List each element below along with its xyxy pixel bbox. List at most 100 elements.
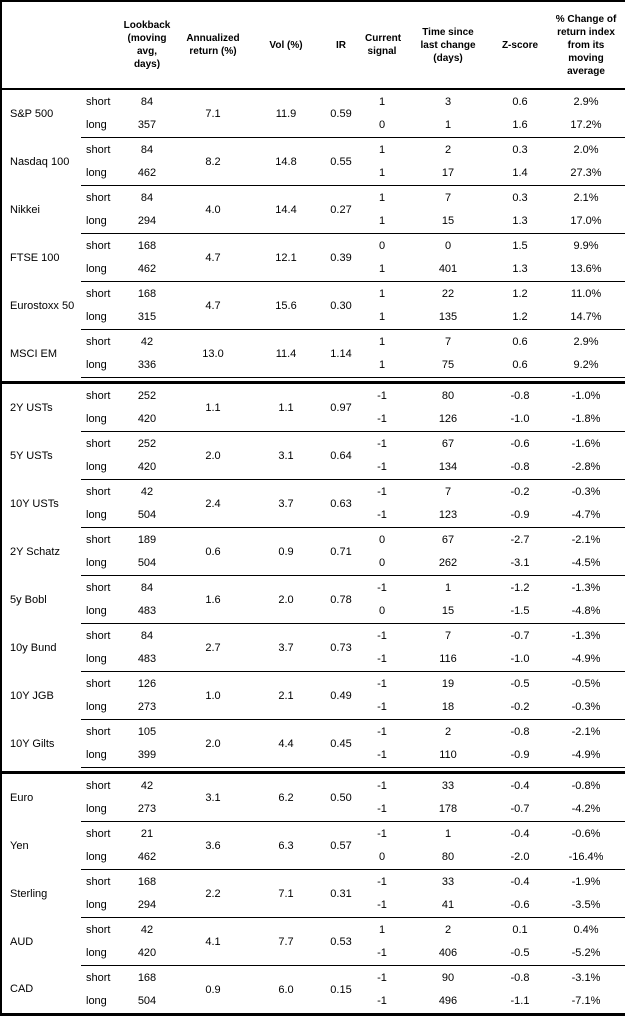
current-signal-cell: -1 bbox=[377, 779, 387, 792]
asset-name-cell: S&P 500 bbox=[10, 107, 54, 120]
pct-change-cell: -2.1% bbox=[571, 533, 601, 546]
current-signal-cell: -1 bbox=[361, 503, 403, 528]
current-signal-cell: 1 bbox=[361, 353, 403, 378]
asset-row-short: S&P 500 short 84 7.1 11.9 0.59 1 3 0.6 2.9% bbox=[1, 89, 625, 138]
asset-name-cell: Euro bbox=[10, 791, 34, 804]
leg-label-cell: short bbox=[86, 971, 111, 984]
ir-cell: 0.27 bbox=[321, 185, 361, 234]
asset-name-cell: Sterling bbox=[10, 887, 48, 900]
vol-cell: 15.6 bbox=[251, 281, 321, 330]
header-row: Lookback (moving avg, days) Annualized r… bbox=[1, 1, 625, 90]
ir-cell: 0.15 bbox=[321, 965, 361, 1015]
col-header-asset bbox=[1, 1, 81, 90]
lookback-cell: 420 bbox=[119, 407, 175, 432]
asset-row-long: long 336 1 75 0.6 9.2% bbox=[1, 353, 625, 378]
current-signal-cell: -1 bbox=[361, 797, 403, 822]
pct-change-cell: -0.3% bbox=[547, 695, 625, 720]
leg-label-cell: short bbox=[86, 95, 111, 108]
lookback-cell: 84 bbox=[140, 629, 154, 642]
current-signal-cell: 1 bbox=[378, 335, 386, 348]
pct-change-cell: 2.1% bbox=[573, 191, 599, 204]
lookback-cell: 462 bbox=[119, 845, 175, 870]
asset-row-long: long 399 -1 110 -0.9 -4.9% bbox=[1, 743, 625, 768]
time-since-cell: 126 bbox=[403, 407, 493, 432]
ir-cell: 0.97 bbox=[321, 382, 361, 432]
current-signal-cell: 0 bbox=[361, 113, 403, 138]
leg-label-cell: long bbox=[81, 209, 119, 234]
leg-label-cell: long bbox=[81, 647, 119, 672]
time-since-cell: 1 bbox=[403, 113, 493, 138]
asset-row-long: long 294 1 15 1.3 17.0% bbox=[1, 209, 625, 234]
pct-change-cell: 9.9% bbox=[573, 239, 599, 252]
pct-change-cell: -7.1% bbox=[547, 989, 625, 1015]
annualized-return-cell: 3.6 bbox=[175, 821, 251, 870]
time-since-cell: 22 bbox=[441, 287, 455, 300]
pct-change-cell: -4.2% bbox=[547, 797, 625, 822]
pct-change-cell: -3.1% bbox=[571, 971, 601, 984]
ir-cell: 0.71 bbox=[321, 527, 361, 576]
leg-label-cell: short bbox=[86, 677, 111, 690]
asset-row-short: AUD short 42 4.1 7.7 0.53 1 2 0.1 0.4% bbox=[1, 917, 625, 966]
section-divider bbox=[1, 767, 625, 774]
lookback-cell: 420 bbox=[119, 455, 175, 480]
current-signal-cell: 0 bbox=[361, 599, 403, 624]
pct-change-cell: 14.7% bbox=[547, 305, 625, 330]
time-since-cell: 7 bbox=[444, 191, 452, 204]
pct-change-cell: -0.5% bbox=[571, 677, 601, 690]
leg-label-cell: short bbox=[86, 389, 111, 402]
pct-change-cell: 2.0% bbox=[573, 143, 599, 156]
section-divider bbox=[1, 377, 625, 384]
asset-row-long: long 462 1 17 1.4 27.3% bbox=[1, 161, 625, 186]
leg-label-cell: long bbox=[81, 941, 119, 966]
vol-cell: 6.3 bbox=[251, 821, 321, 870]
leg-label-cell: short bbox=[86, 725, 111, 738]
lookback-cell: 168 bbox=[137, 239, 157, 252]
asset-row-long: long 483 -1 116 -1.0 -4.9% bbox=[1, 647, 625, 672]
lookback-cell: 84 bbox=[140, 581, 154, 594]
leg-label-cell: long bbox=[81, 455, 119, 480]
asset-row-short: 5Y USTs short 252 2.0 3.1 0.64 -1 67 -0.6 -1.6% bbox=[1, 431, 625, 480]
pct-change-cell: 27.3% bbox=[547, 161, 625, 186]
leg-label-cell: short bbox=[86, 875, 111, 888]
col-header-lookback: Lookback (moving avg, days) bbox=[119, 1, 175, 90]
ir-cell: 0.30 bbox=[321, 281, 361, 330]
leg-label-cell: short bbox=[86, 533, 111, 546]
leg-label-cell: long bbox=[81, 503, 119, 528]
time-since-cell: 67 bbox=[441, 437, 455, 450]
lookback-cell: 84 bbox=[140, 191, 154, 204]
asset-row-short: CAD short 168 0.9 6.0 0.15 -1 90 -0.8 -3.1% bbox=[1, 965, 625, 1015]
current-signal-cell: -1 bbox=[377, 629, 387, 642]
col-header-time-since: Time since last change (days) bbox=[403, 1, 493, 90]
lookback-cell: 42 bbox=[140, 779, 154, 792]
lookback-cell: 294 bbox=[119, 209, 175, 234]
asset-row-long: long 357 0 1 1.6 17.2% bbox=[1, 113, 625, 138]
lookback-cell: 483 bbox=[119, 647, 175, 672]
current-signal-cell: 0 bbox=[378, 533, 386, 546]
pct-change-cell: 9.2% bbox=[547, 353, 625, 378]
asset-name-cell: Yen bbox=[10, 839, 29, 852]
pct-change-cell: -3.5% bbox=[547, 893, 625, 918]
lookback-cell: 504 bbox=[119, 503, 175, 528]
current-signal-cell: 0 bbox=[361, 845, 403, 870]
section-divider-line bbox=[1, 767, 625, 774]
ir-cell: 0.50 bbox=[321, 772, 361, 822]
z-score-cell: -1.2 bbox=[510, 581, 530, 594]
asset-name-cell: 10Y Gilts bbox=[10, 737, 55, 750]
leg-label-cell: long bbox=[81, 407, 119, 432]
time-since-cell: 41 bbox=[403, 893, 493, 918]
asset-row-short: Nikkei short 84 4.0 14.4 0.27 1 7 0.3 2.1% bbox=[1, 185, 625, 234]
asset-row-short: 10y Bund short 84 2.7 3.7 0.73 -1 7 -0.7 -1.3% bbox=[1, 623, 625, 672]
z-score-cell: -0.8 bbox=[510, 725, 530, 738]
annualized-return-cell: 2.4 bbox=[175, 479, 251, 528]
time-since-cell: 67 bbox=[441, 533, 455, 546]
asset-row-short: 10Y JGB short 126 1.0 2.1 0.49 -1 19 -0.5 -0.5% bbox=[1, 671, 625, 720]
leg-label-cell: long bbox=[81, 113, 119, 138]
leg-label-cell: short bbox=[86, 335, 111, 348]
z-score-cell: -0.2 bbox=[510, 485, 530, 498]
asset-name-cell: FTSE 100 bbox=[10, 251, 60, 264]
lookback-cell: 252 bbox=[137, 437, 157, 450]
z-score-cell: 0.3 bbox=[512, 143, 528, 156]
lookback-cell: 168 bbox=[137, 875, 157, 888]
leg-label-cell: short bbox=[86, 191, 111, 204]
